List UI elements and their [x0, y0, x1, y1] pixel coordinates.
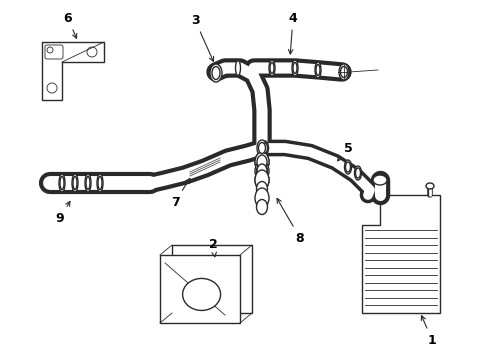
Ellipse shape: [316, 64, 320, 76]
Ellipse shape: [259, 143, 266, 153]
Text: 9: 9: [56, 202, 70, 225]
Ellipse shape: [344, 160, 351, 174]
Ellipse shape: [97, 174, 103, 192]
Ellipse shape: [263, 143, 268, 153]
Polygon shape: [42, 42, 104, 100]
Ellipse shape: [426, 183, 434, 189]
Ellipse shape: [339, 64, 349, 80]
Text: 7: 7: [171, 179, 190, 208]
FancyBboxPatch shape: [45, 45, 63, 59]
Ellipse shape: [292, 60, 298, 76]
Text: 3: 3: [191, 14, 214, 61]
FancyBboxPatch shape: [160, 255, 240, 323]
Ellipse shape: [373, 175, 387, 185]
Ellipse shape: [255, 188, 269, 208]
Ellipse shape: [256, 199, 268, 215]
Ellipse shape: [256, 181, 268, 197]
Ellipse shape: [356, 168, 361, 178]
Ellipse shape: [72, 174, 78, 192]
Text: 6: 6: [64, 12, 77, 38]
Ellipse shape: [255, 170, 269, 190]
Ellipse shape: [293, 63, 297, 73]
Ellipse shape: [354, 166, 362, 180]
Ellipse shape: [210, 64, 222, 82]
Ellipse shape: [341, 67, 347, 77]
Ellipse shape: [345, 162, 350, 172]
Ellipse shape: [60, 176, 64, 189]
Polygon shape: [362, 195, 440, 313]
Text: 4: 4: [289, 12, 297, 54]
Ellipse shape: [73, 176, 77, 189]
Ellipse shape: [255, 152, 269, 172]
Ellipse shape: [315, 62, 321, 78]
Ellipse shape: [212, 67, 220, 80]
Ellipse shape: [255, 170, 269, 190]
Ellipse shape: [257, 173, 267, 187]
Ellipse shape: [256, 163, 268, 179]
Ellipse shape: [255, 161, 269, 181]
Ellipse shape: [257, 155, 267, 169]
Ellipse shape: [85, 174, 91, 192]
Ellipse shape: [183, 278, 220, 310]
Ellipse shape: [98, 176, 102, 189]
Ellipse shape: [262, 141, 269, 155]
Text: 1: 1: [421, 316, 437, 346]
Ellipse shape: [59, 174, 65, 192]
Ellipse shape: [236, 60, 241, 76]
Ellipse shape: [257, 164, 267, 178]
Ellipse shape: [269, 60, 275, 76]
Ellipse shape: [257, 140, 267, 156]
Text: 5: 5: [338, 141, 352, 161]
Ellipse shape: [270, 63, 274, 73]
Text: 8: 8: [277, 198, 304, 244]
Ellipse shape: [86, 176, 90, 189]
Text: 2: 2: [209, 238, 218, 257]
Ellipse shape: [255, 152, 269, 172]
